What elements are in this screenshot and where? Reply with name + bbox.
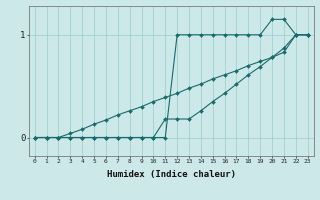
X-axis label: Humidex (Indice chaleur): Humidex (Indice chaleur) [107, 170, 236, 179]
